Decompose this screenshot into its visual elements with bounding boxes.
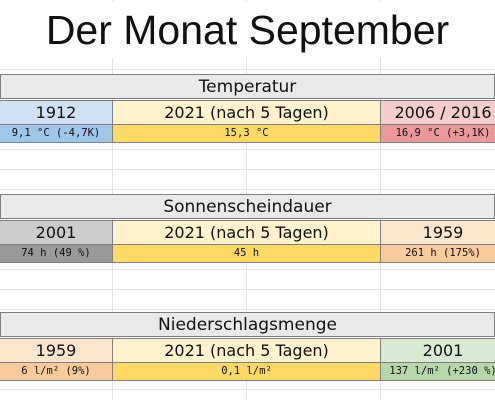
current-year-label[interactable]: 2021 (nach 5 Tagen) bbox=[112, 100, 381, 125]
record-low-value[interactable]: 6 l/m² (9%) bbox=[0, 362, 113, 381]
current-value[interactable]: 15,3 °C bbox=[112, 124, 381, 143]
current-value[interactable]: 45 h bbox=[112, 244, 381, 263]
section-title: Temperatur bbox=[0, 74, 495, 99]
record-high-value[interactable]: 137 l/m² (+230 %) bbox=[380, 362, 495, 381]
record-high-year[interactable]: 2006 / 2016 bbox=[380, 100, 495, 125]
record-high-year[interactable]: 1959 bbox=[380, 220, 495, 245]
record-high-year[interactable]: 2001 bbox=[380, 338, 495, 363]
record-low-year[interactable]: 1912 bbox=[0, 100, 113, 125]
record-low-value[interactable]: 74 h (49 %) bbox=[0, 244, 113, 263]
section-title: Niederschlagsmenge bbox=[0, 312, 495, 337]
record-low-year[interactable]: 2001 bbox=[0, 220, 113, 245]
page-title: Der Monat September bbox=[0, 2, 495, 58]
section-title: Sonnenscheindauer bbox=[0, 194, 495, 219]
record-low-year[interactable]: 1959 bbox=[0, 338, 113, 363]
record-high-value[interactable]: 261 h (175%) bbox=[380, 244, 495, 263]
current-year-label[interactable]: 2021 (nach 5 Tagen) bbox=[112, 220, 381, 245]
record-high-value[interactable]: 16,9 °C (+3,1K) bbox=[380, 124, 495, 143]
current-value[interactable]: 0,1 l/m² bbox=[112, 362, 381, 381]
record-low-value[interactable]: 9,1 °C (-4,7K) bbox=[0, 124, 113, 143]
current-year-label[interactable]: 2021 (nach 5 Tagen) bbox=[112, 338, 381, 363]
